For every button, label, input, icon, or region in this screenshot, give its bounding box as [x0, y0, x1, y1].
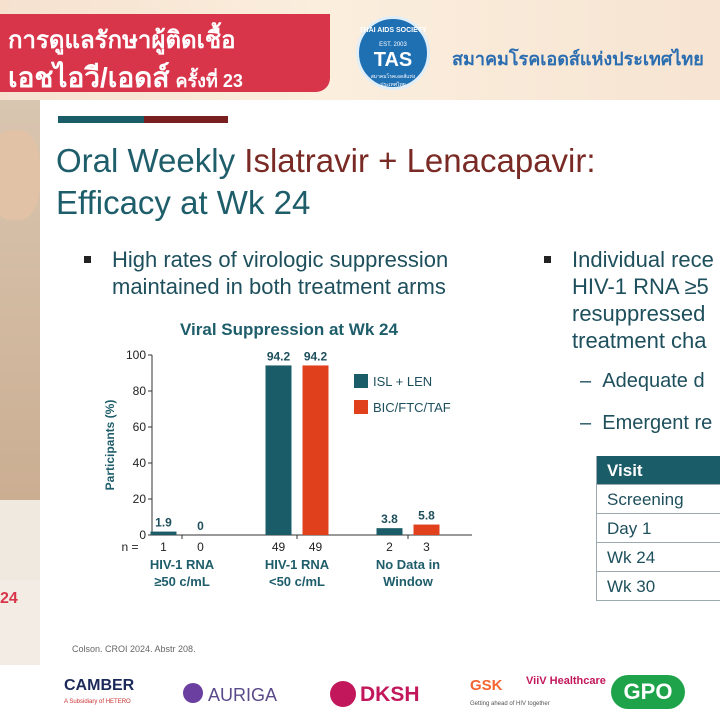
citation: Colson. CROI 2024. Abstr 208.	[72, 644, 196, 654]
event-title-line1: การดูแลรักษาผู้ติดเชื้อ	[8, 27, 236, 54]
dash-item-1-text: Adequate d	[602, 370, 705, 392]
legend-swatch	[354, 400, 368, 414]
x-category-label: <50 c/mL	[269, 574, 325, 589]
bullet-right-line3: resuppressed	[572, 301, 706, 326]
bar	[150, 531, 177, 535]
slide-title-line2: Efficacy at Wk 24	[56, 184, 311, 221]
slide-accent-maroon	[144, 116, 228, 123]
sponsor-gpo-logo: GPO	[611, 675, 685, 709]
n-value: 49	[309, 540, 323, 554]
bar-value-label: 5.8	[418, 509, 435, 523]
x-category-label: HIV-1 RNA	[150, 557, 215, 572]
speaker-face	[0, 130, 40, 220]
sponsor-camber-sub: A Subsidiary of HETERO	[64, 699, 131, 705]
y-tick-label: 80	[133, 384, 147, 398]
visit-table-row: Wk 24	[596, 543, 720, 572]
sponsor-camber-logo: CAMBER	[64, 677, 135, 694]
legend-label: BIC/FTC/TAF	[373, 400, 451, 415]
slide-title-part1: Oral Weekly	[56, 142, 245, 179]
visit-table-header: Visit	[596, 456, 720, 485]
visit-table-row: Wk 30	[596, 572, 720, 601]
visit-table: Visit Screening Day 1 Wk 24 Wk 30	[596, 456, 720, 601]
bullet-right-line2: HIV-1 RNA ≥5	[572, 274, 709, 299]
legend-swatch	[354, 374, 368, 388]
bar	[413, 524, 440, 535]
sponsor-gsk-logo: GSK	[470, 677, 503, 694]
bar-value-label: 94.2	[267, 349, 291, 363]
n-value: 0	[197, 540, 204, 554]
bar-value-label: 94.2	[304, 349, 328, 363]
y-tick-label: 0	[139, 528, 146, 542]
visit-table-row: Screening	[596, 485, 720, 514]
bar	[376, 528, 403, 535]
n-value: 2	[386, 540, 393, 554]
n-value: 49	[272, 540, 286, 554]
society-name: สมาคมโรคเอดส์แห่งประเทศไทย	[452, 49, 704, 69]
bar	[265, 365, 292, 535]
x-category-label: No Data in	[376, 557, 440, 572]
sponsor-bar: CAMBER A Subsidiary of HETERO AURIGA DKS…	[0, 665, 720, 720]
tas-logo-text: TAS	[373, 49, 413, 71]
auriga-icon	[183, 683, 203, 703]
bullet-right-line1: Individual rece	[572, 247, 714, 272]
tas-logo-est: EST. 2003	[379, 42, 407, 48]
y-axis-label: Participants (%)	[103, 400, 117, 491]
slide-title: Oral Weekly Islatravir + Lenacapavir: Ef…	[56, 140, 596, 224]
visit-table-row: Day 1	[596, 514, 720, 543]
side-number: 24	[0, 590, 18, 607]
y-tick-label: 100	[126, 348, 146, 362]
dash-item-2: – Emergent re	[580, 412, 713, 434]
n-label: n =	[121, 540, 138, 554]
sponsor-viiv-logo: ViiV Healthcare	[526, 675, 606, 687]
y-tick-label: 20	[133, 492, 147, 506]
event-title-line2: เอชไอวี/เอดส์ ครั้งที่ 23	[8, 56, 243, 100]
n-value: 1	[160, 540, 167, 554]
bullet-right-line4: treatment cha	[572, 328, 707, 353]
slide-accent-teal	[58, 116, 144, 123]
tas-logo: THAI AIDS SOCIETY EST. 2003 TAS สมาคมโรค…	[356, 16, 430, 90]
event-title-main: เอชไอวี/เอดส์	[8, 62, 170, 93]
y-tick-label: 60	[133, 420, 147, 434]
chart-title: Viral Suppression at Wk 24	[180, 320, 398, 339]
bar-value-label: 0	[197, 519, 204, 533]
tas-logo-top-text: THAI AIDS SOCIETY	[359, 27, 427, 34]
bullet-left-line2: maintained in both treatment arms	[112, 274, 446, 299]
x-category-label: ≥50 c/mL	[154, 574, 210, 589]
n-value: 3	[423, 540, 430, 554]
legend-label: ISL + LEN	[373, 374, 432, 389]
bullet-square-icon	[84, 256, 91, 263]
tas-logo-bottom-text: สมาคมโรคเอดส์แห่งประเทศไทย	[370, 74, 416, 88]
bar-value-label: 3.8	[381, 512, 398, 526]
event-title-banner	[0, 14, 330, 92]
x-category-label: HIV-1 RNA	[265, 557, 330, 572]
dash-item-2-text: Emergent re	[602, 412, 713, 434]
sponsor-auriga-logo: AURIGA	[208, 685, 278, 705]
sponsor-dksh-logo: DKSH	[360, 683, 420, 706]
bullet-square-icon	[544, 256, 551, 263]
bullet-left-line1: High rates of virologic suppression	[112, 247, 449, 272]
event-title-edition: ครั้งที่ 23	[175, 71, 243, 91]
slide-title-drug: Islatravir + Lenacapavir:	[244, 142, 596, 179]
presentation-slide: Oral Weekly Islatravir + Lenacapavir: Ef…	[40, 100, 720, 670]
sponsor-viiv-tagline: Getting ahead of HIV together	[470, 701, 550, 707]
dash-item-1: – Adequate d	[580, 370, 705, 392]
x-category-label: Window	[383, 574, 434, 589]
dksh-icon	[330, 681, 356, 707]
y-tick-label: 40	[133, 456, 147, 470]
bar	[302, 365, 329, 535]
bar-value-label: 1.9	[155, 516, 172, 530]
